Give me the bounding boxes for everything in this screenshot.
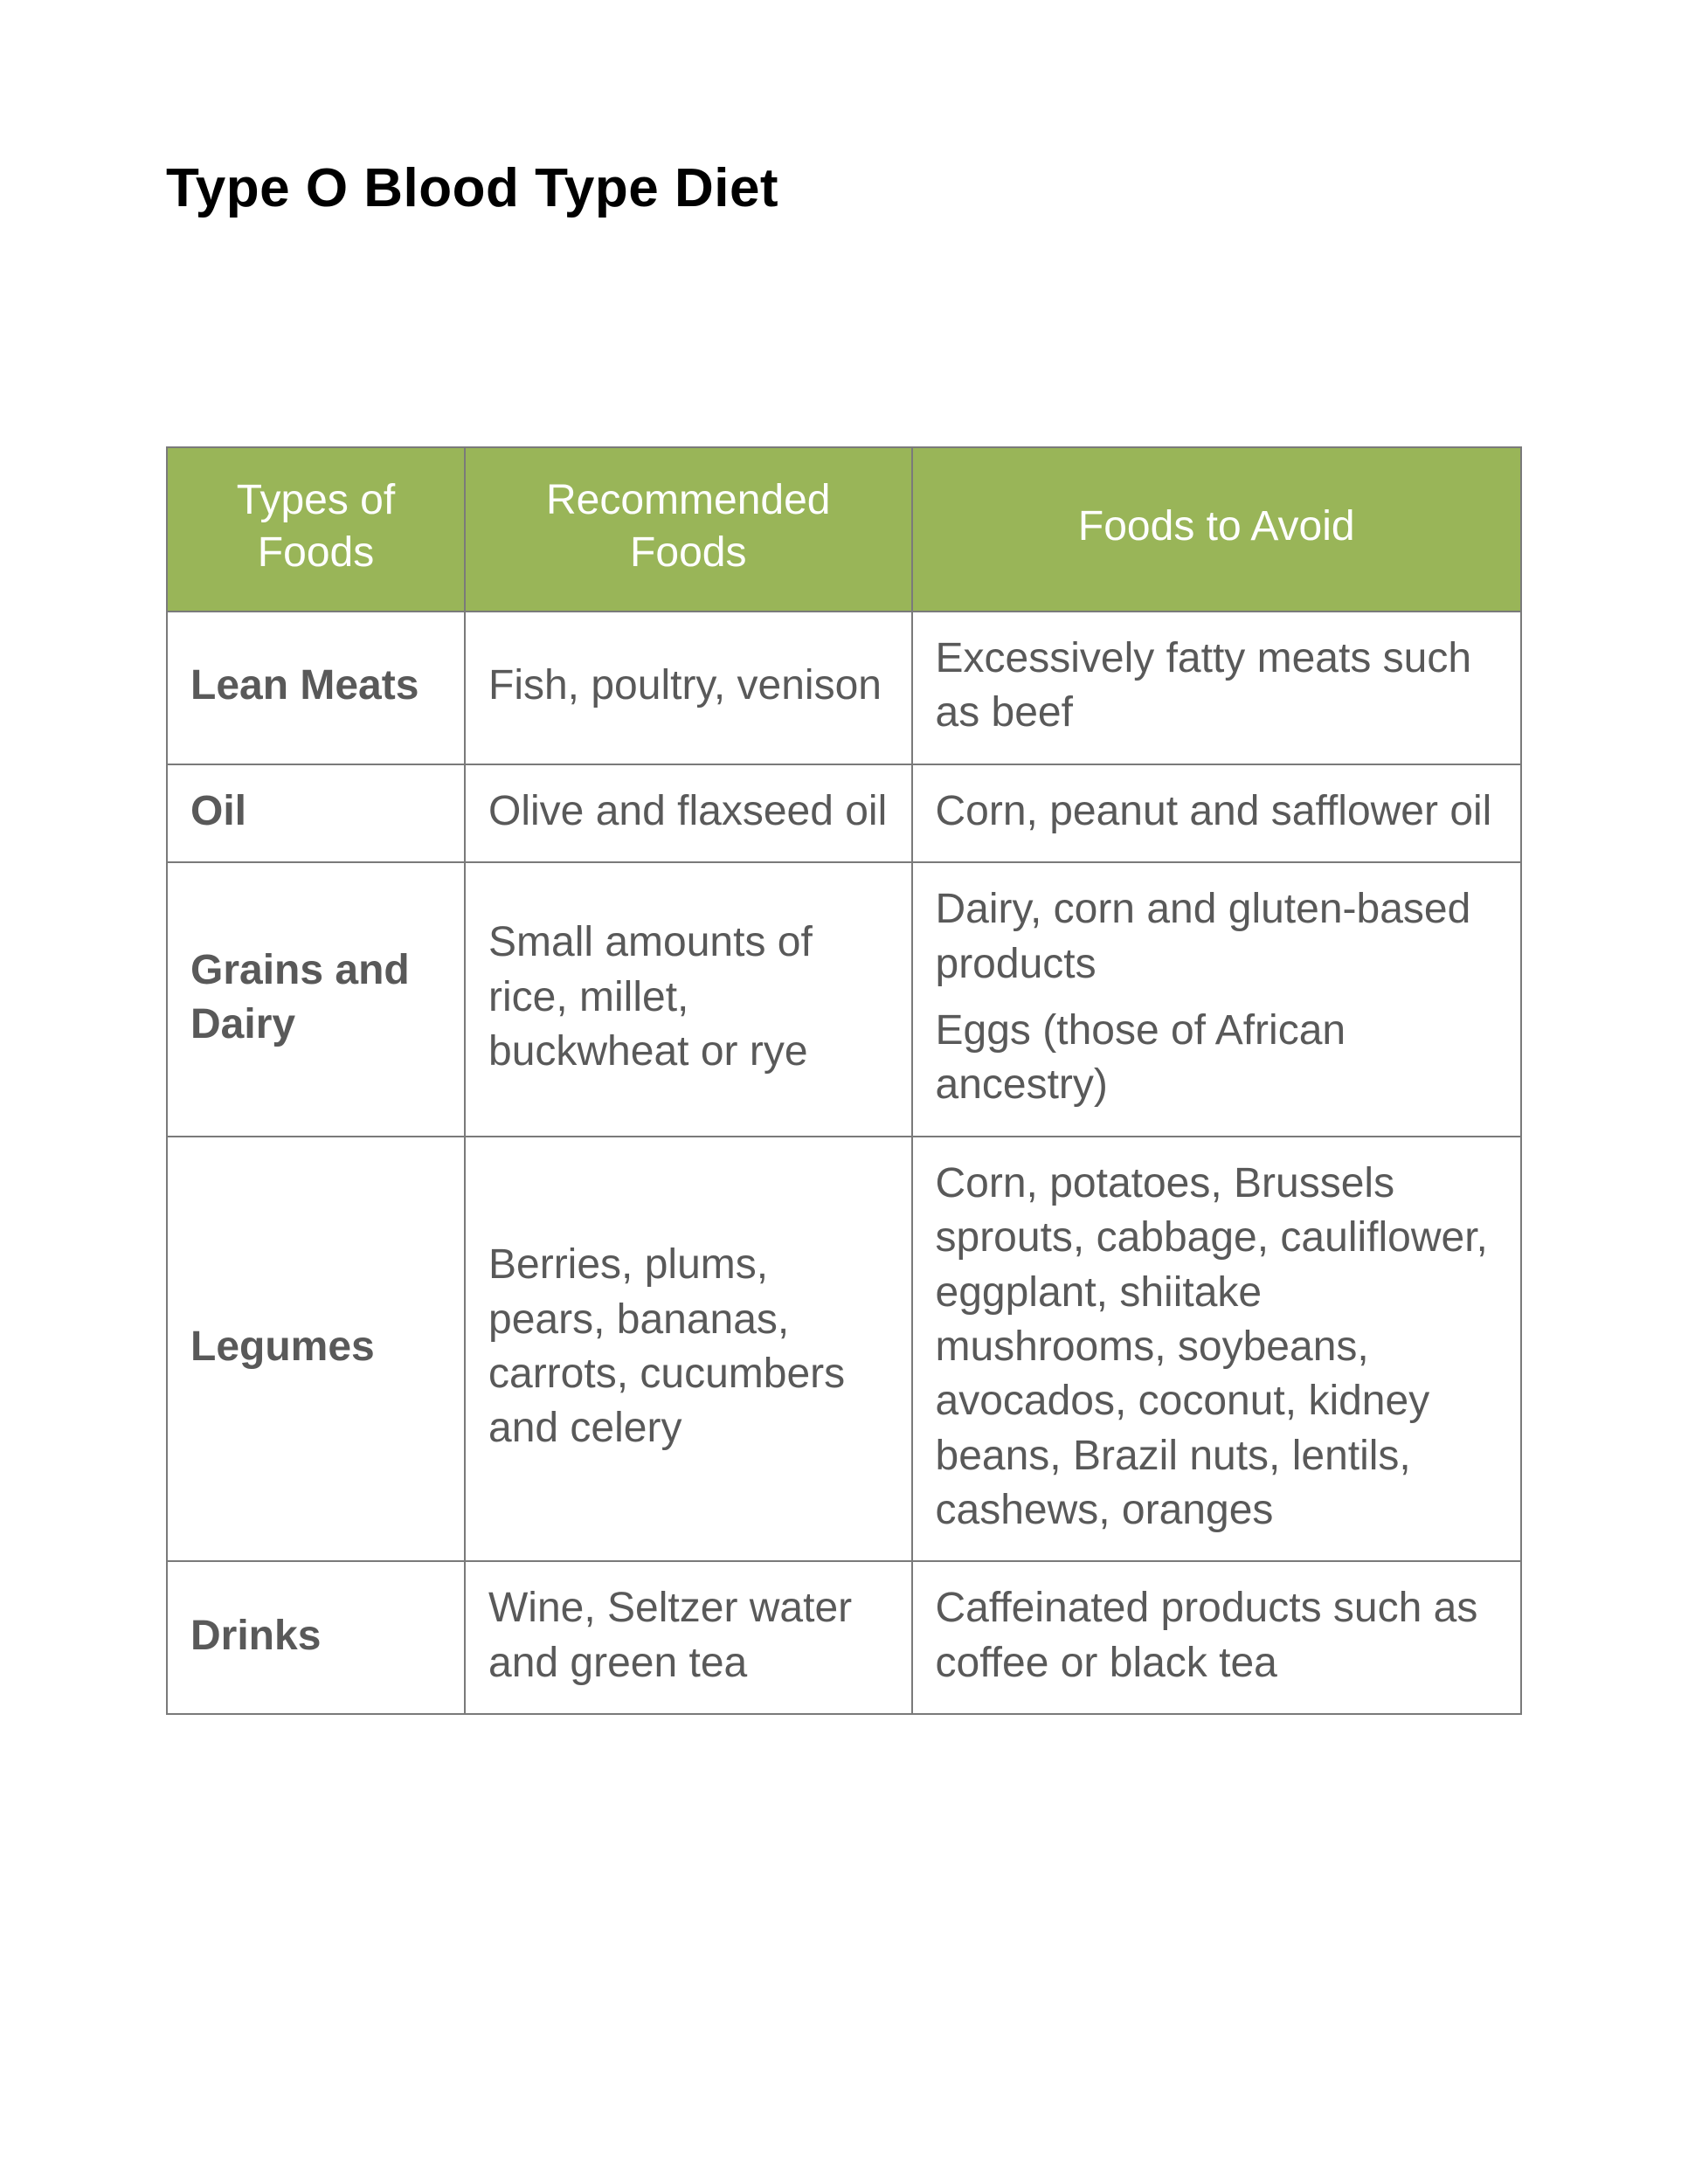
row-label: Legumes	[167, 1137, 465, 1562]
avoid-item: Corn, peanut and safflower oil	[936, 784, 1502, 839]
avoid-item: Caffeinated products such as coffee or b…	[936, 1581, 1502, 1690]
row-recommended: Wine, Seltzer water and green tea	[465, 1561, 912, 1714]
diet-table: Types of Foods Recommended Foods Foods t…	[166, 446, 1522, 1715]
table-row: Legumes Berries, plums, pears, bananas, …	[167, 1137, 1521, 1562]
document-page: Type O Blood Type Diet Types of Foods Re…	[0, 0, 1688, 2184]
col-header-avoid: Foods to Avoid	[912, 447, 1522, 612]
table-header: Types of Foods Recommended Foods Foods t…	[167, 447, 1521, 612]
row-avoid: Caffeinated products such as coffee or b…	[912, 1561, 1522, 1714]
col-header-types: Types of Foods	[167, 447, 465, 612]
row-avoid: Corn, peanut and safflower oil	[912, 764, 1522, 862]
table-row: Lean Meats Fish, poultry, venison Excess…	[167, 612, 1521, 764]
row-recommended: Fish, poultry, venison	[465, 612, 912, 764]
row-label: Drinks	[167, 1561, 465, 1714]
table-row: Oil Olive and flaxseed oil Corn, peanut …	[167, 764, 1521, 862]
row-label: Grains and Dairy	[167, 862, 465, 1137]
avoid-item: Excessively fatty meats such as beef	[936, 632, 1502, 741]
row-recommended: Olive and flaxseed oil	[465, 764, 912, 862]
col-header-recommended: Recommended Foods	[465, 447, 912, 612]
row-recommended: Berries, plums, pears, bananas, carrots,…	[465, 1137, 912, 1562]
avoid-item: Corn, potatoes, Brussels sprouts, cabbag…	[936, 1157, 1502, 1538]
row-avoid: Dairy, corn and gluten-based products Eg…	[912, 862, 1522, 1137]
table-row: Grains and Dairy Small amounts of rice, …	[167, 862, 1521, 1137]
table-header-row: Types of Foods Recommended Foods Foods t…	[167, 447, 1521, 612]
row-avoid: Corn, potatoes, Brussels sprouts, cabbag…	[912, 1137, 1522, 1562]
table-row: Drinks Wine, Seltzer water and green tea…	[167, 1561, 1521, 1714]
page-title: Type O Blood Type Diet	[166, 157, 1522, 219]
table-body: Lean Meats Fish, poultry, venison Excess…	[167, 612, 1521, 1714]
row-label: Lean Meats	[167, 612, 465, 764]
row-recommended: Small amounts of rice, millet, buckwheat…	[465, 862, 912, 1137]
avoid-item: Dairy, corn and gluten-based products	[936, 882, 1502, 992]
avoid-item: Eggs (those of African ancestry)	[936, 1004, 1502, 1113]
row-avoid: Excessively fatty meats such as beef	[912, 612, 1522, 764]
row-label: Oil	[167, 764, 465, 862]
